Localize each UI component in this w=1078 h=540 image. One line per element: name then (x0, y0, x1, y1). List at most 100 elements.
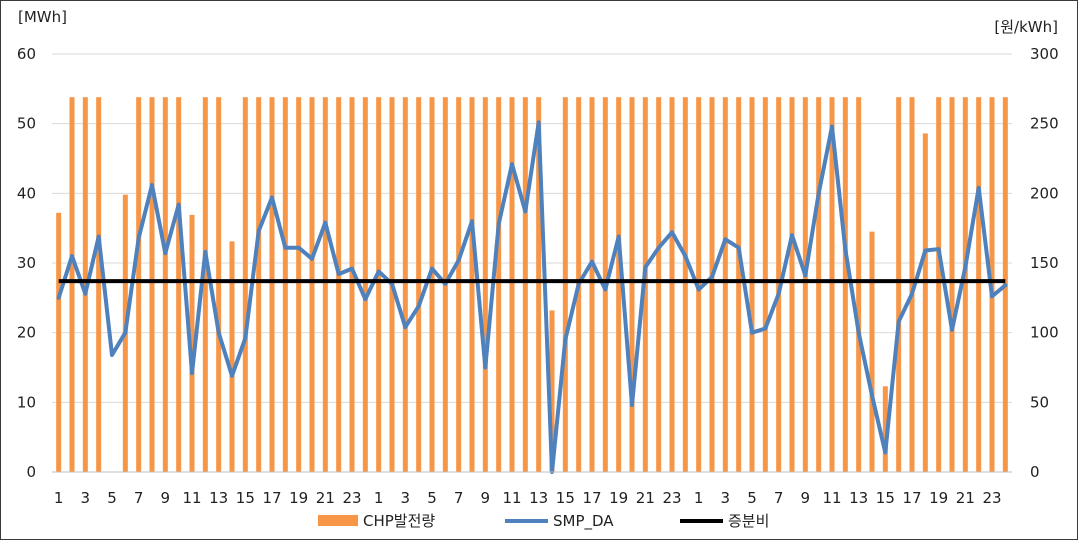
bar (296, 97, 302, 473)
x-tick-label: 13 (849, 489, 868, 507)
bar (869, 231, 875, 472)
x-tick-label: 1 (374, 489, 384, 507)
bar (896, 97, 902, 473)
x-tick-label: 21 (956, 489, 975, 507)
x-tick-label: 1 (54, 489, 64, 507)
bar (216, 97, 222, 473)
bar (749, 97, 755, 473)
bar (669, 97, 675, 473)
bar (762, 97, 768, 473)
bar (722, 97, 728, 473)
x-tick-label: 15 (556, 489, 575, 507)
bar (509, 97, 515, 473)
bar (469, 97, 475, 473)
bar (976, 97, 982, 473)
legend-label-incremental: 증분비 (728, 512, 769, 530)
y-left-tick-label: 50 (17, 115, 36, 133)
bar (536, 97, 542, 473)
x-tick-label: 5 (427, 489, 437, 507)
smp-da-line (56, 120, 1008, 474)
y-right-tick-label: 300 (1030, 45, 1059, 63)
bar (189, 214, 195, 472)
legend-label-smp: SMP_DA (553, 512, 614, 531)
x-tick-label: 13 (209, 489, 228, 507)
bar (709, 97, 715, 473)
bar (229, 241, 235, 472)
y-left-tick-label: 60 (17, 45, 36, 63)
bar (842, 97, 848, 473)
bar (322, 97, 328, 473)
bar (309, 97, 315, 473)
y-right-tick-label: 50 (1030, 393, 1049, 411)
grid-lines (52, 53, 1012, 403)
bar (202, 97, 208, 473)
x-tick-label: 23 (662, 489, 681, 507)
bar (96, 97, 102, 473)
bar (376, 97, 382, 473)
bar (256, 97, 262, 473)
legend-label-chp: CHP발전량 (363, 512, 435, 530)
legend: CHP발전량 SMP_DA 증분비 (318, 512, 769, 531)
bar (402, 97, 408, 473)
x-tick-label: 21 (316, 489, 335, 507)
x-tick-label: 3 (721, 489, 731, 507)
bar (349, 97, 355, 473)
bar (736, 97, 742, 473)
y-left-tick-label: 30 (17, 254, 36, 272)
right-axis-unit: [원/kWh] (994, 18, 1058, 36)
legend-swatch-chp (318, 515, 358, 526)
bar (589, 97, 595, 473)
x-tick-label: 9 (801, 489, 811, 507)
bar (242, 97, 248, 473)
bar (176, 97, 182, 473)
x-tick-label: 3 (401, 489, 411, 507)
bar (829, 97, 835, 473)
x-tick-label: 7 (774, 489, 784, 507)
x-tick-label: 11 (502, 489, 521, 507)
x-tick-label: 21 (636, 489, 655, 507)
line-series (56, 120, 1008, 474)
x-tick-label: 17 (902, 489, 921, 507)
bar (789, 97, 795, 473)
x-tick-label: 5 (107, 489, 117, 507)
bar-series-chp (56, 97, 1008, 473)
x-tick-label: 15 (236, 489, 255, 507)
bar (936, 97, 942, 473)
x-tick-label: 23 (342, 489, 361, 507)
bar (949, 97, 955, 473)
bar (149, 97, 155, 473)
y-right-tick-label: 250 (1030, 115, 1059, 133)
bar (69, 97, 75, 473)
x-tick-label: 5 (747, 489, 757, 507)
bar (922, 133, 928, 473)
bar (162, 97, 168, 473)
bar (776, 97, 782, 473)
x-tick-label: 9 (481, 489, 491, 507)
y-left-tick-label: 10 (17, 393, 36, 411)
bar (856, 97, 862, 473)
bar (656, 97, 662, 473)
bar (429, 97, 435, 473)
bar (629, 97, 635, 473)
y-left-tick-label: 40 (17, 184, 36, 202)
x-tick-label: 17 (582, 489, 601, 507)
y-right-tick-label: 0 (1030, 463, 1040, 481)
y-left-tick-label: 0 (26, 463, 36, 481)
y-right-tick-label: 100 (1030, 324, 1059, 342)
bar (362, 97, 368, 473)
bar (136, 97, 142, 473)
x-tick-label: 13 (529, 489, 548, 507)
x-tick-label: 23 (982, 489, 1001, 507)
left-axis-unit: [MWh] (18, 8, 67, 26)
bar (282, 97, 288, 473)
bar (456, 97, 462, 473)
x-tick-label: 17 (262, 489, 281, 507)
y-right-tick-label: 200 (1030, 184, 1059, 202)
bar (616, 97, 622, 473)
bar (962, 97, 968, 473)
x-tick-label: 11 (182, 489, 201, 507)
x-tick-label: 7 (134, 489, 144, 507)
x-tick-label: 19 (929, 489, 948, 507)
